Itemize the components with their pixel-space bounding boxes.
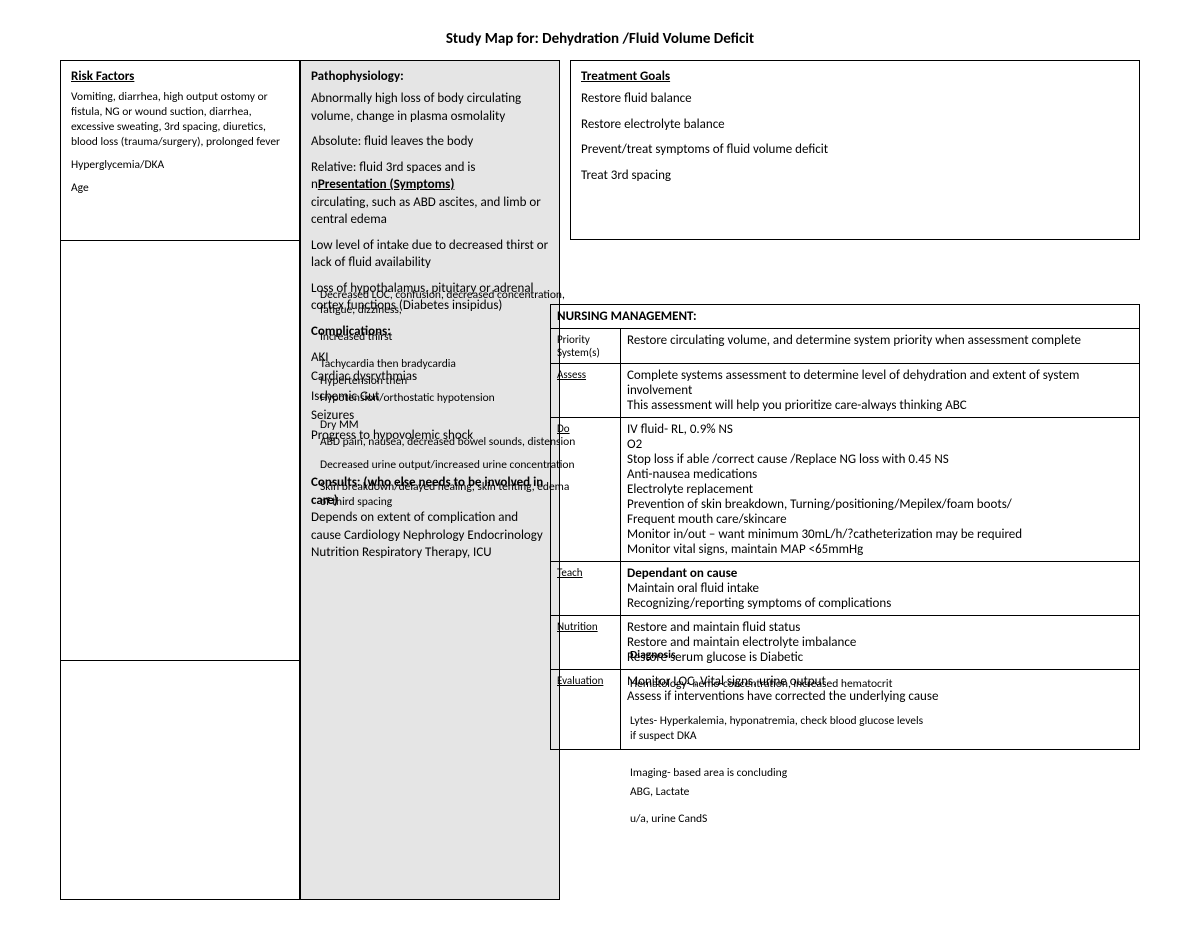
study-map-grid: Risk Factors Vomiting, diarrhea, high ou… bbox=[60, 60, 1140, 900]
nm-r1: Restore circulating volume, and determin… bbox=[621, 329, 1140, 364]
present-l5: Hypotension/orthostatic hypotension bbox=[320, 391, 580, 406]
treat-l1: Restore fluid balance bbox=[581, 90, 1129, 108]
nm-r4: Dependant on cause Maintain oral fluid i… bbox=[621, 562, 1140, 616]
diag-l3: Imaging- based area is concluding bbox=[630, 766, 930, 781]
treat-l3: Prevent/treat symptoms of fluid volume d… bbox=[581, 141, 1129, 159]
page-title: Study Map for: Dehydration /Fluid Volume… bbox=[60, 30, 1140, 48]
diag-l2: Lytes- Hyperkalemia, hyponatremia, check… bbox=[630, 714, 930, 744]
nm-r2-label: Assess bbox=[551, 364, 621, 418]
patho-heading: Pathophysiology: bbox=[311, 69, 549, 84]
table-row: Do IV fluid- RL, 0.9% NS O2 Stop loss if… bbox=[551, 418, 1140, 562]
present-l1: Decreased LOC, confusion, decreased conc… bbox=[320, 288, 580, 318]
diag-heading: Diagnosis bbox=[630, 648, 930, 663]
present-l8: Decreased urine output/increased urine c… bbox=[320, 458, 580, 473]
risk-p2: Hyperglycemia/DKA bbox=[71, 158, 289, 173]
nm-r2: Complete systems assessment to determine… bbox=[621, 364, 1140, 418]
nm-r3-label: Do bbox=[551, 418, 621, 562]
present-l4: Hypertension then bbox=[320, 374, 580, 389]
nm-r3: IV fluid- RL, 0.9% NS O2 Stop loss if ab… bbox=[621, 418, 1140, 562]
consults-body: Depends on extent of complication and ca… bbox=[311, 510, 543, 560]
patho-p1: Abnormally high loss of body circulating… bbox=[311, 90, 549, 125]
treat-heading: Treatment Goals bbox=[581, 69, 1129, 84]
table-row: Assess Complete systems assessment to de… bbox=[551, 364, 1140, 418]
present-l7: ABD pain, nausea, decreased bowel sounds… bbox=[320, 435, 580, 450]
treat-l4: Treat 3rd spacing bbox=[581, 167, 1129, 185]
nm-r6-label: Evaluation bbox=[551, 670, 621, 750]
left-empty-1 bbox=[60, 240, 300, 660]
patho-p2: Absolute: fluid leaves the body bbox=[311, 133, 549, 151]
risk-p1: Vomiting, diarrhea, high output ostomy o… bbox=[71, 90, 289, 150]
risk-p3: Age bbox=[71, 181, 289, 196]
diagnosis-overlay: Diagnosis Hematology- hemo-concentration… bbox=[630, 648, 930, 827]
diag-l1: Hematology- hemo-concentration, increase… bbox=[630, 677, 930, 692]
diag-l4: ABG, Lactate bbox=[630, 785, 930, 800]
patho-p4: Low level of intake due to decreased thi… bbox=[311, 237, 549, 272]
nm-r4-label: Teach bbox=[551, 562, 621, 616]
nm-r1-label: Priority System(s) bbox=[551, 329, 621, 364]
table-row: Teach Dependant on cause Maintain oral f… bbox=[551, 562, 1140, 616]
presentation-overlay: Decreased LOC, confusion, decreased conc… bbox=[320, 288, 580, 510]
left-empty-2 bbox=[60, 660, 300, 900]
nm-heading: NURSING MANAGEMENT: bbox=[550, 304, 1140, 328]
treatment-goals-box: Treatment Goals Restore fluid balance Re… bbox=[570, 60, 1140, 240]
table-row: Priority System(s) Restore circulating v… bbox=[551, 329, 1140, 364]
present-l2: Increased thirst bbox=[320, 330, 580, 345]
treat-l2: Restore electrolyte balance bbox=[581, 116, 1129, 134]
patho-p3: Relative: fluid 3rd spaces and is nPrese… bbox=[311, 159, 549, 229]
diag-l5: u/a, urine CandS bbox=[630, 812, 930, 827]
nm-r5-label: Nutrition bbox=[551, 616, 621, 670]
risk-heading: Risk Factors bbox=[71, 69, 289, 84]
present-l3: Tachycardia then bradycardia bbox=[320, 357, 580, 372]
present-l6: Dry MM bbox=[320, 418, 580, 433]
present-l9: Skin breakdown/delayed healing, skin ten… bbox=[320, 480, 580, 510]
risk-factors-box: Risk Factors Vomiting, diarrhea, high ou… bbox=[60, 60, 300, 240]
